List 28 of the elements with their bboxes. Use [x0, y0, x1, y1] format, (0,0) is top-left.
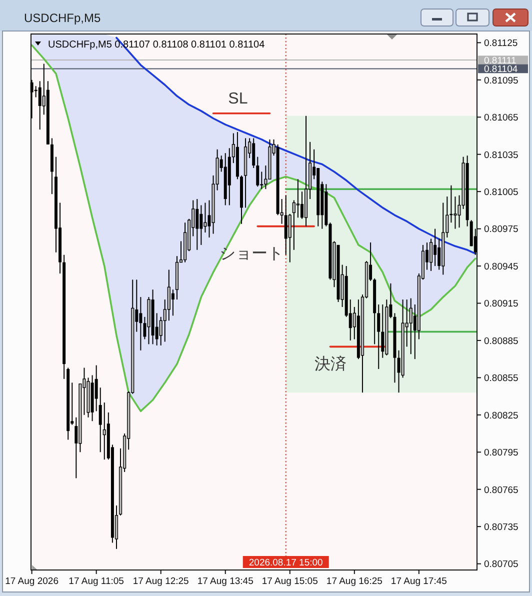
xtick-label: 17 Aug 15:05 [262, 576, 318, 587]
ref-line-label: 0.81111 [484, 55, 516, 66]
ytick-label: 0.80765 [484, 484, 518, 496]
ytick-label: 0.80945 [484, 261, 518, 272]
ytick-label: 0.80915 [484, 298, 518, 310]
ytick-label: 0.81095 [484, 75, 518, 86]
xtick-label: 17 Aug 2026 [5, 576, 58, 587]
ytick-label: 0.81005 [484, 186, 518, 198]
ref-line-label: 2026.08.17 15:00 [248, 558, 323, 568]
xtick-label: 17 Aug 16:25 [326, 576, 382, 587]
ytick-label: 0.80735 [484, 522, 518, 533]
ytick-label: 0.81035 [484, 150, 518, 161]
ytick-label: 0.80705 [484, 559, 518, 570]
annotation: SL [228, 90, 248, 108]
xtick-label: 17 Aug 12:25 [132, 576, 189, 587]
xtick-label: 17 Aug 13:45 [197, 576, 254, 587]
ytick-label: 0.80975 [484, 224, 518, 236]
ytick-label: 0.80795 [484, 448, 518, 459]
title: USDCHFp,M5 [24, 11, 101, 25]
xtick-label: 17 Aug 11:05 [68, 576, 124, 587]
ytick-label: 0.80855 [484, 373, 518, 384]
ytick-label: 0.80885 [484, 336, 518, 347]
annotation: 決済 [314, 356, 347, 374]
xtick-label: 17 Aug 17:45 [390, 576, 447, 587]
ytick-label: 0.81125 [484, 38, 518, 50]
ytick-label: 0.81065 [484, 112, 518, 124]
ref-line-label: 0.81104 [484, 64, 518, 76]
ytick-label: 0.80825 [484, 410, 518, 422]
